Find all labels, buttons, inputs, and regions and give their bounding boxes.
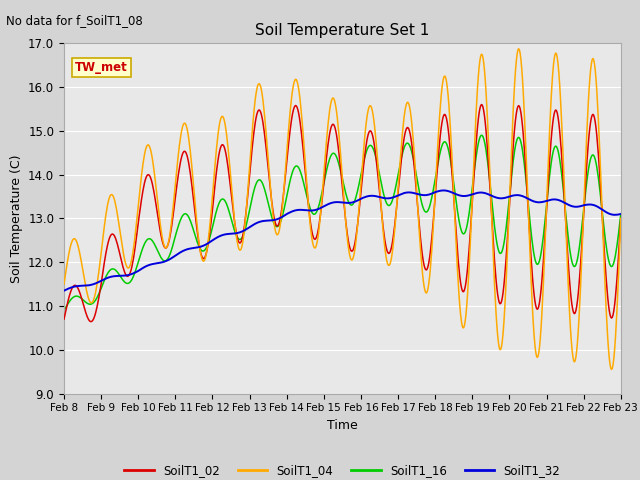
Title: Soil Temperature Set 1: Soil Temperature Set 1 <box>255 23 429 38</box>
Y-axis label: Soil Temperature (C): Soil Temperature (C) <box>10 154 22 283</box>
Legend: SoilT1_02, SoilT1_04, SoilT1_16, SoilT1_32: SoilT1_02, SoilT1_04, SoilT1_16, SoilT1_… <box>120 459 565 480</box>
Text: No data for f_SoilT1_08: No data for f_SoilT1_08 <box>6 14 143 27</box>
X-axis label: Time: Time <box>327 419 358 432</box>
Text: TW_met: TW_met <box>75 61 128 74</box>
